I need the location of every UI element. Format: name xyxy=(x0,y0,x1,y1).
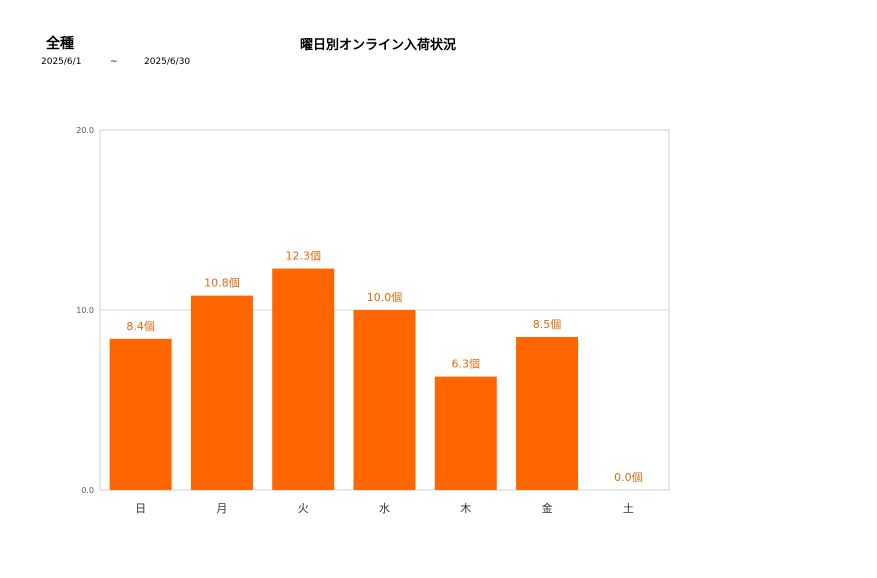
y-tick-label: 20.0 xyxy=(76,126,94,135)
bar xyxy=(434,376,497,490)
bar-value-label: 8.5個 xyxy=(533,318,562,331)
bar-value-label: 12.3個 xyxy=(285,250,321,263)
date-from: 2025/6/1 xyxy=(41,57,82,67)
y-tick-label: 10.0 xyxy=(76,306,94,315)
bar xyxy=(190,295,253,490)
bar xyxy=(272,268,335,490)
x-category-label: 金 xyxy=(542,501,553,515)
x-category-label: 月 xyxy=(216,502,227,515)
bar xyxy=(516,337,579,490)
date-to: 2025/6/30 xyxy=(144,57,191,67)
bar-value-label: 10.8個 xyxy=(204,277,240,290)
bar-value-label: 0.0個 xyxy=(614,471,643,484)
x-category-label: 日 xyxy=(135,502,146,515)
labels-layer: 8.4個日 10.8個月 12.3個火 10.0個水 6.3個木 8.5個金 0.0個土 xyxy=(126,250,642,515)
x-category-label: 木 xyxy=(460,502,471,515)
chart-title: 曜日別オンライン入荷状況 xyxy=(300,38,457,53)
y-tick-label: 0.0 xyxy=(81,486,94,495)
bar-value-label: 8.4個 xyxy=(126,320,155,333)
bar xyxy=(109,338,172,490)
category-title: 全種 xyxy=(46,36,74,52)
x-category-label: 火 xyxy=(298,502,309,515)
bar-value-label: 10.0個 xyxy=(367,291,403,304)
x-category-label: 土 xyxy=(623,502,634,515)
x-category-label: 水 xyxy=(379,502,390,515)
bar-value-label: 6.3個 xyxy=(452,358,481,371)
date-separator: ~ xyxy=(110,57,118,67)
bar xyxy=(353,310,416,490)
bars-layer xyxy=(109,268,579,490)
